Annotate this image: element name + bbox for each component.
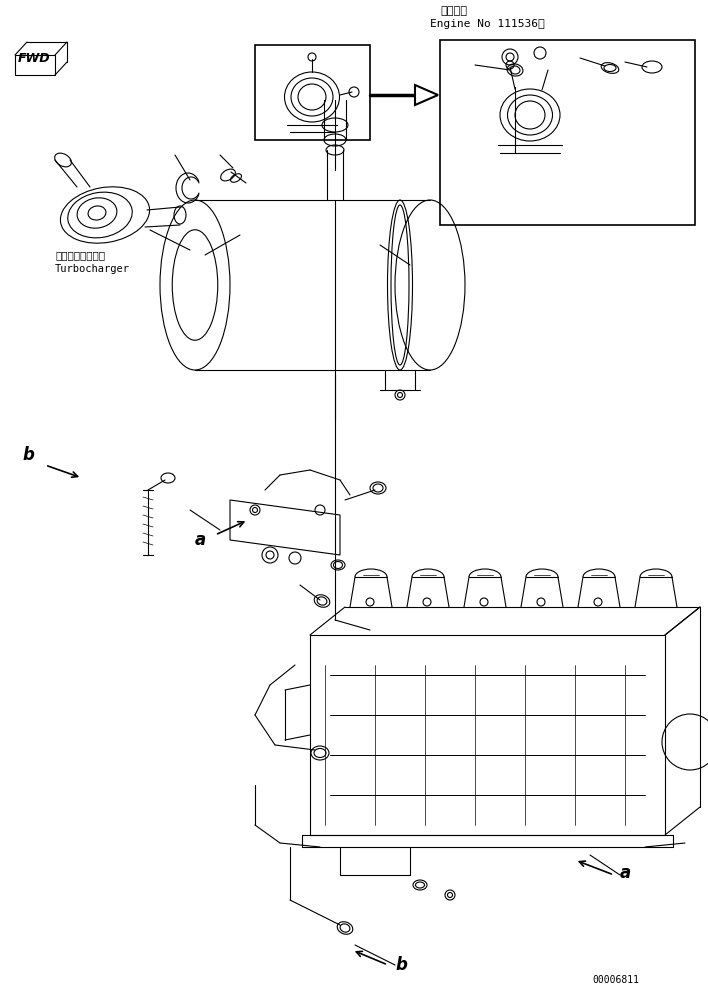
Text: Engine No 111536～: Engine No 111536～ (430, 19, 544, 29)
Text: Turbocharger: Turbocharger (55, 264, 130, 274)
Bar (310, 635, 665, 835)
Bar (440, 40, 695, 225)
Text: 適用号機: 適用号機 (440, 6, 467, 16)
Text: 00006811: 00006811 (592, 975, 639, 985)
Bar (255, 45, 370, 140)
Text: a: a (195, 531, 206, 549)
Text: b: b (22, 446, 34, 464)
Text: FWD: FWD (18, 52, 51, 65)
Text: b: b (395, 956, 407, 974)
Text: a: a (620, 864, 632, 882)
Text: ターボチャージャ: ターボチャージャ (55, 250, 105, 260)
Polygon shape (415, 85, 438, 105)
